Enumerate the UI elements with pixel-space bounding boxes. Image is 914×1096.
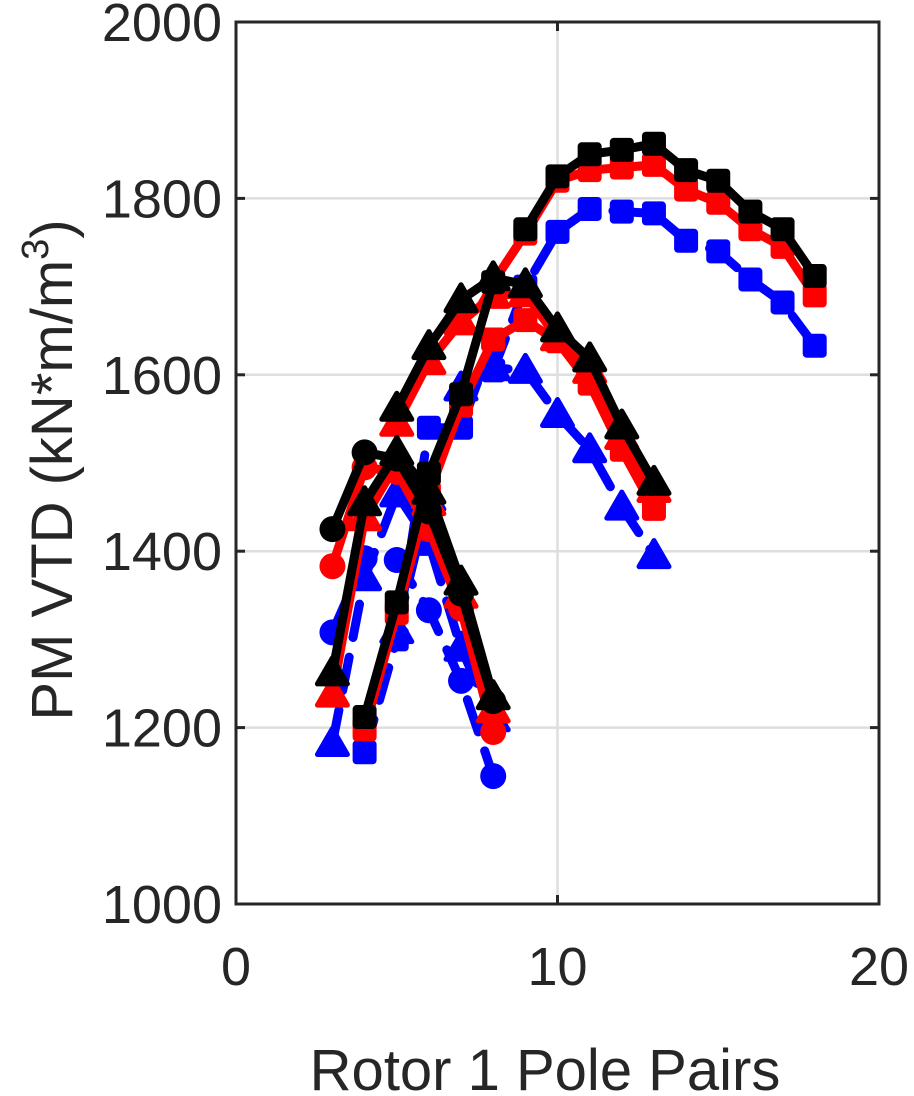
y-tick-label: 1800 (102, 169, 222, 229)
data-point (641, 201, 666, 226)
data-point (319, 516, 346, 543)
y-axis-label-sup: 3 (15, 239, 57, 260)
data-point (636, 464, 672, 496)
data-point (674, 177, 699, 202)
data-point (480, 763, 507, 790)
series-line (520, 139, 820, 281)
data-point (706, 168, 731, 193)
data-point (802, 333, 827, 358)
y-tick-label: 1600 (102, 346, 222, 406)
data-point (379, 390, 415, 422)
data-point (443, 282, 479, 314)
data-point (480, 719, 507, 746)
data-point (384, 590, 409, 615)
data-point (641, 152, 666, 177)
data-point (802, 264, 827, 289)
data-point (577, 196, 602, 221)
y-tick-label: 1000 (102, 875, 222, 935)
data-point (738, 199, 763, 224)
data-point (507, 352, 543, 384)
y-axis-label-main: PM VTD (kN*m/m (20, 260, 85, 721)
data-point (352, 740, 377, 765)
x-tick-label: 20 (849, 937, 909, 997)
data-point (443, 564, 479, 596)
data-point (545, 219, 570, 244)
data-point (540, 397, 575, 428)
y-axis-label-close: ) (20, 219, 85, 238)
data-point (513, 217, 538, 242)
data-point (572, 432, 608, 464)
data-point (770, 217, 795, 242)
y-tick-label: 1400 (102, 522, 222, 582)
data-point (416, 415, 441, 440)
data-point (604, 408, 640, 440)
data-point (545, 164, 570, 189)
data-point (475, 260, 511, 292)
data-point (641, 131, 666, 156)
data-point (674, 158, 699, 183)
data-point (674, 228, 699, 253)
data-point (448, 667, 475, 694)
data-point (319, 553, 346, 580)
y-tick-label: 1200 (102, 699, 222, 759)
y-tick-label: 2000 (102, 0, 222, 53)
y-axis-label: PM VTD (kN*m/m3) (15, 219, 85, 720)
series-13 (352, 270, 506, 730)
ticks (234, 20, 881, 906)
data-point (802, 283, 827, 308)
data-point (572, 341, 608, 373)
series-14 (379, 260, 672, 496)
data-point (379, 434, 415, 466)
data-point (706, 190, 731, 215)
data-point (540, 311, 575, 343)
data-point (577, 142, 602, 167)
data-point (351, 439, 378, 466)
data-point (443, 304, 479, 336)
x-tick-label: 0 (221, 937, 251, 997)
data-point (314, 676, 350, 708)
data-point (481, 358, 506, 383)
data-point (706, 239, 731, 264)
data-point (609, 199, 634, 224)
data-point (347, 485, 383, 517)
data-point (411, 329, 447, 361)
data-point (352, 705, 377, 730)
data-point (770, 290, 795, 315)
series-layer (314, 131, 827, 790)
data-point (609, 137, 634, 162)
data-point (415, 597, 442, 624)
data-point (314, 726, 350, 757)
series-line (327, 447, 498, 702)
data-point (604, 489, 640, 521)
data-point (314, 655, 350, 687)
x-axis-label: Rotor 1 Pole Pairs (310, 1038, 781, 1096)
data-point (416, 461, 441, 486)
data-point (507, 267, 543, 299)
series-15 (513, 131, 827, 289)
data-point (636, 538, 672, 570)
data-point (475, 679, 511, 711)
data-point (481, 327, 506, 352)
data-point (738, 267, 763, 292)
data-point (449, 382, 474, 407)
data-point (513, 308, 538, 333)
tick-labels: 0 10 20 1000 1200 1400 1600 1800 2000 (102, 0, 909, 997)
x-tick-label: 10 (527, 937, 587, 997)
